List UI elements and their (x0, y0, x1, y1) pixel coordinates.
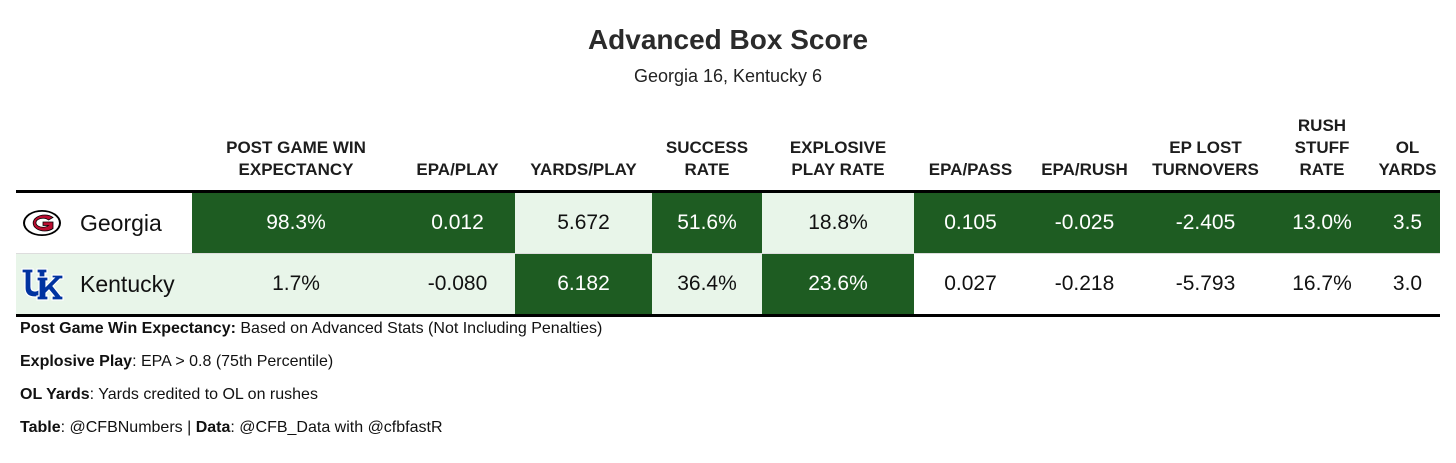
chart-subtitle: Georgia 16, Kentucky 6 (633, 66, 823, 86)
footnote: Post Game Win Expectancy: Based on Advan… (20, 318, 602, 351)
stat-cell: 36.4% (652, 253, 762, 317)
stat-cell: 5.672 (515, 191, 652, 254)
stat-cell: 0.027 (914, 253, 1027, 317)
team-cell: Georgia (16, 191, 192, 254)
column-header: EP LOST TURNOVERS (1142, 108, 1269, 193)
credit-label: Data (195, 419, 231, 436)
kentucky-uk-logo-icon (16, 265, 68, 303)
column-header: EPA/RUSH (1027, 108, 1142, 193)
footnote-label: Explosive Play (20, 353, 133, 370)
table-row-georgia: Georgia 98.3% 0.012 5.672 51.6% 18.8% 0.… (16, 191, 1440, 254)
stat-cell: 23.6% (762, 253, 914, 317)
advanced-box-score-table: POST GAME WIN EXPECTANCY EPA/PLAY YARDS/… (16, 108, 1440, 317)
stat-cell: 6.182 (515, 253, 652, 317)
column-header: RUSH STUFF RATE (1269, 108, 1375, 193)
column-header: SUCCESS RATE (652, 108, 762, 193)
team-cell: Kentucky (16, 253, 192, 317)
stat-cell: 3.0 (1375, 253, 1440, 317)
credit-text: : @CFBNumbers | (60, 419, 196, 436)
georgia-g-logo-icon (16, 209, 68, 237)
column-header: EPA/PLAY (400, 108, 515, 193)
footnote-text: : Yards credited to OL on rushes (89, 386, 318, 403)
column-header: EXPLOSIVE PLAY RATE (762, 108, 914, 193)
footnote: OL Yards: Yards credited to OL on rushes (20, 384, 602, 417)
footnotes: Post Game Win Expectancy: Based on Advan… (20, 318, 602, 450)
stat-cell: 18.8% (762, 191, 914, 254)
column-header: OL YARDS (1375, 108, 1440, 193)
column-header: YARDS/PLAY (515, 108, 652, 193)
footnote: Explosive Play: EPA > 0.8 (75th Percenti… (20, 351, 602, 384)
stat-cell: 16.7% (1269, 253, 1375, 317)
credit-text: : @CFB_Data with @cfbfastR (230, 419, 443, 436)
header-row: POST GAME WIN EXPECTANCY EPA/PLAY YARDS/… (16, 108, 1440, 193)
team-name: Georgia (80, 209, 162, 236)
team-column-header (16, 108, 192, 193)
stat-cell: 0.105 (914, 191, 1027, 254)
credit-label: Table (20, 419, 61, 436)
stat-cell: -0.025 (1027, 191, 1142, 254)
column-header: POST GAME WIN EXPECTANCY (192, 108, 400, 193)
stat-cell: 51.6% (652, 191, 762, 254)
credits: Table: @CFBNumbers | Data: @CFB_Data wit… (20, 417, 602, 450)
stat-cell: -0.080 (400, 253, 515, 317)
stat-cell: -5.793 (1142, 253, 1269, 317)
footnote-label: Post Game Win Expectancy: (20, 320, 236, 337)
footnote-text: : EPA > 0.8 (75th Percentile) (132, 353, 334, 370)
footnote-text: Based on Advanced Stats (Not Including P… (235, 320, 603, 337)
stat-cell: 13.0% (1269, 191, 1375, 254)
stat-cell: 3.5 (1375, 191, 1440, 254)
footnote-label: OL Yards (20, 386, 90, 403)
column-header: EPA/PASS (914, 108, 1027, 193)
stat-cell: 98.3% (192, 191, 400, 254)
team-name: Kentucky (80, 270, 175, 297)
table-row-kentucky: Kentucky 1.7% -0.080 6.182 36.4% 23.6% 0… (16, 253, 1440, 317)
stat-cell: 0.012 (400, 191, 515, 254)
stat-cell: -0.218 (1027, 253, 1142, 317)
stat-cell: 1.7% (192, 253, 400, 317)
chart-title: Advanced Box Score (587, 24, 869, 55)
stat-cell: -2.405 (1142, 191, 1269, 254)
